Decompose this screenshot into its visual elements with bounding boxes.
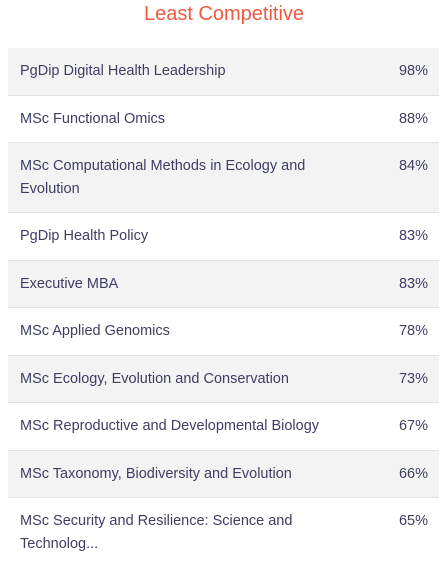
table-row[interactable]: MSc Applied Genomics 78% [8, 308, 439, 356]
table-row[interactable]: MSc Functional Omics 88% [8, 95, 439, 143]
table-row[interactable]: MSc Reproductive and Developmental Biolo… [8, 403, 439, 451]
course-name: MSc Applied Genomics [20, 323, 170, 339]
course-name: PgDip Health Policy [20, 228, 149, 244]
course-name: MSc Ecology, Evolution and Conservation [20, 370, 289, 387]
course-name: Executive MBA [20, 275, 119, 292]
table-row[interactable]: MSc Computational Methods in Ecology and… [8, 143, 439, 213]
table-row[interactable]: MSc Ecology, Evolution and Conservation … [8, 355, 439, 403]
course-table: PgDip Digital Health Leadership 98% MSc … [8, 48, 439, 568]
course-name: MSc Computational Methods in Ecology and… [20, 158, 306, 197]
table-row[interactable]: MSc Security and Resilience: Science and… [8, 498, 439, 568]
course-percent: 83% [398, 228, 428, 244]
course-percent: 83% [398, 275, 428, 292]
course-percent: 78% [398, 323, 428, 339]
course-name: MSc Reproductive and Developmental Biolo… [20, 418, 320, 434]
course-percent: 84% [398, 158, 428, 174]
table-row[interactable]: Executive MBA 83% [8, 260, 439, 308]
course-percent: 65% [398, 513, 428, 529]
table-row[interactable]: MSc Taxonomy, Biodiversity and Evolution… [8, 450, 439, 498]
course-name: MSc Security and Resilience: Science and… [20, 513, 293, 552]
course-name: PgDip Digital Health Leadership [20, 63, 226, 79]
table-row[interactable]: PgDip Health Policy 83% [8, 213, 439, 261]
course-percent: 66% [398, 465, 428, 482]
course-percent: 67% [398, 418, 428, 434]
course-name: MSc Functional Omics [20, 110, 166, 127]
section-title: Least Competitive [143, 3, 305, 25]
table-row[interactable]: PgDip Digital Health Leadership 98% [8, 48, 439, 96]
course-name: MSc Taxonomy, Biodiversity and Evolution [20, 465, 292, 482]
course-percent: 88% [398, 110, 428, 127]
course-percent: 73% [398, 370, 428, 387]
course-percent: 98% [398, 63, 428, 79]
